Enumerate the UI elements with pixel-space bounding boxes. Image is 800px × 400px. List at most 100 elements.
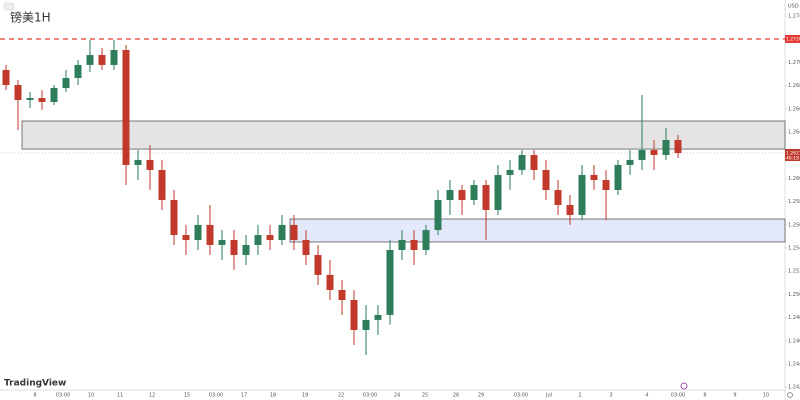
candle-body	[314, 254, 322, 275]
candle-body	[578, 174, 586, 215]
candle-body	[182, 235, 190, 241]
candle-body	[14, 85, 22, 100]
candle-body	[122, 49, 130, 165]
y-tick-label: 1.26600	[788, 106, 800, 112]
x-tick-label: 29	[478, 393, 484, 399]
candle-body	[74, 64, 82, 78]
y-tick-label: 1.25800	[788, 199, 800, 205]
currency-label: USD	[788, 4, 799, 10]
y-tick-label: 1.26400	[788, 130, 800, 136]
candle-body	[26, 98, 34, 100]
candle-body	[614, 164, 622, 191]
y-tick-label: 1.25400	[788, 246, 800, 252]
candle-body	[602, 180, 610, 191]
candle-body	[590, 174, 598, 181]
candle-body	[62, 77, 70, 89]
event-icon[interactable]	[680, 382, 688, 390]
candle-body	[374, 314, 382, 320]
candle-body	[290, 224, 298, 241]
y-tick-label: 1.24200	[788, 385, 800, 391]
candle-body	[194, 224, 202, 241]
x-tick-label: 03:00	[56, 393, 70, 399]
x-tick-label: 2	[578, 393, 581, 399]
candle-body	[302, 240, 310, 255]
candle-body	[398, 240, 406, 250]
x-tick-label: 3	[609, 393, 612, 399]
x-tick-label: 18	[270, 393, 276, 399]
candle-body	[638, 149, 646, 160]
countdown-label: 46:18	[786, 156, 799, 162]
candle-body	[278, 224, 286, 241]
candle-body	[362, 319, 370, 331]
x-tick-label: 15	[184, 393, 190, 399]
y-tick-label: 1.25200	[788, 269, 800, 275]
candle-body	[386, 249, 394, 315]
candle-body	[518, 154, 526, 170]
candle-body	[434, 199, 442, 231]
zone	[21, 120, 786, 150]
y-tick-label: 1.27400	[788, 14, 800, 20]
y-tick-label: 1.27000	[788, 60, 800, 66]
x-tick-label: 25	[422, 393, 428, 399]
y-tick-label: 1.26000	[788, 176, 800, 182]
candle-body	[242, 244, 250, 255]
candle-body	[158, 169, 166, 200]
candle-body	[446, 190, 454, 200]
candle-body	[326, 274, 334, 291]
candle-body	[170, 199, 178, 236]
x-tick-label: 17	[241, 393, 247, 399]
candle-body	[110, 49, 118, 65]
resistance-label: 1.27202	[786, 36, 800, 42]
candle-body	[650, 149, 658, 155]
candle-body	[350, 299, 358, 331]
candle-body	[254, 235, 262, 245]
y-tick-label: 1.25600	[788, 222, 800, 228]
zone	[289, 218, 786, 243]
candle-body	[542, 169, 550, 191]
candle-body	[146, 159, 154, 170]
x-tick-label: 03:00	[671, 393, 685, 399]
plot: 1.274001.272001.270001.268001.266001.264…	[0, 14, 800, 399]
candle-body	[218, 240, 226, 245]
x-tick-label: 11	[117, 393, 123, 399]
y-tick-label: 1.24400	[788, 362, 800, 368]
x-tick-label: 24	[394, 393, 400, 399]
candle-body	[566, 204, 574, 215]
x-tick-label: 22	[338, 393, 344, 399]
candle-body	[626, 159, 634, 165]
candle-body	[674, 140, 682, 154]
last-price-label: 1.26219	[786, 151, 800, 157]
candle-body	[422, 230, 430, 250]
candle-body	[554, 190, 562, 205]
candle-body	[410, 240, 418, 250]
candle-body	[458, 190, 466, 200]
candle-body	[494, 174, 502, 210]
x-tick-label: 03:00	[514, 393, 528, 399]
candle-body	[230, 240, 238, 255]
settings-icon[interactable]	[787, 392, 793, 398]
candle-body	[506, 169, 514, 175]
chart-title: 镑美1H	[10, 10, 51, 25]
y-tick-label: 1.24600	[788, 338, 800, 344]
x-tick-label: 03:00	[363, 393, 377, 399]
candle-body	[98, 54, 106, 65]
candle-body	[470, 185, 478, 200]
candle-body	[86, 54, 94, 65]
x-tick-label: 9	[733, 393, 736, 399]
candle-body	[482, 185, 490, 210]
x-tick-label: Jul	[545, 393, 552, 399]
resistance-tag	[785, 34, 800, 43]
x-tick-label: 12	[149, 393, 155, 399]
x-tick-label: 8	[33, 393, 36, 399]
collapse-button[interactable]	[3, 2, 15, 11]
x-tick-label: 26	[453, 393, 459, 399]
candle-body	[50, 88, 58, 102]
candle-body	[266, 235, 274, 241]
x-tick-label: 4	[645, 393, 648, 399]
y-tick-label: 1.24800	[788, 315, 800, 321]
candle-body	[662, 140, 670, 155]
candle-body	[38, 98, 46, 102]
candle-body	[338, 290, 346, 300]
